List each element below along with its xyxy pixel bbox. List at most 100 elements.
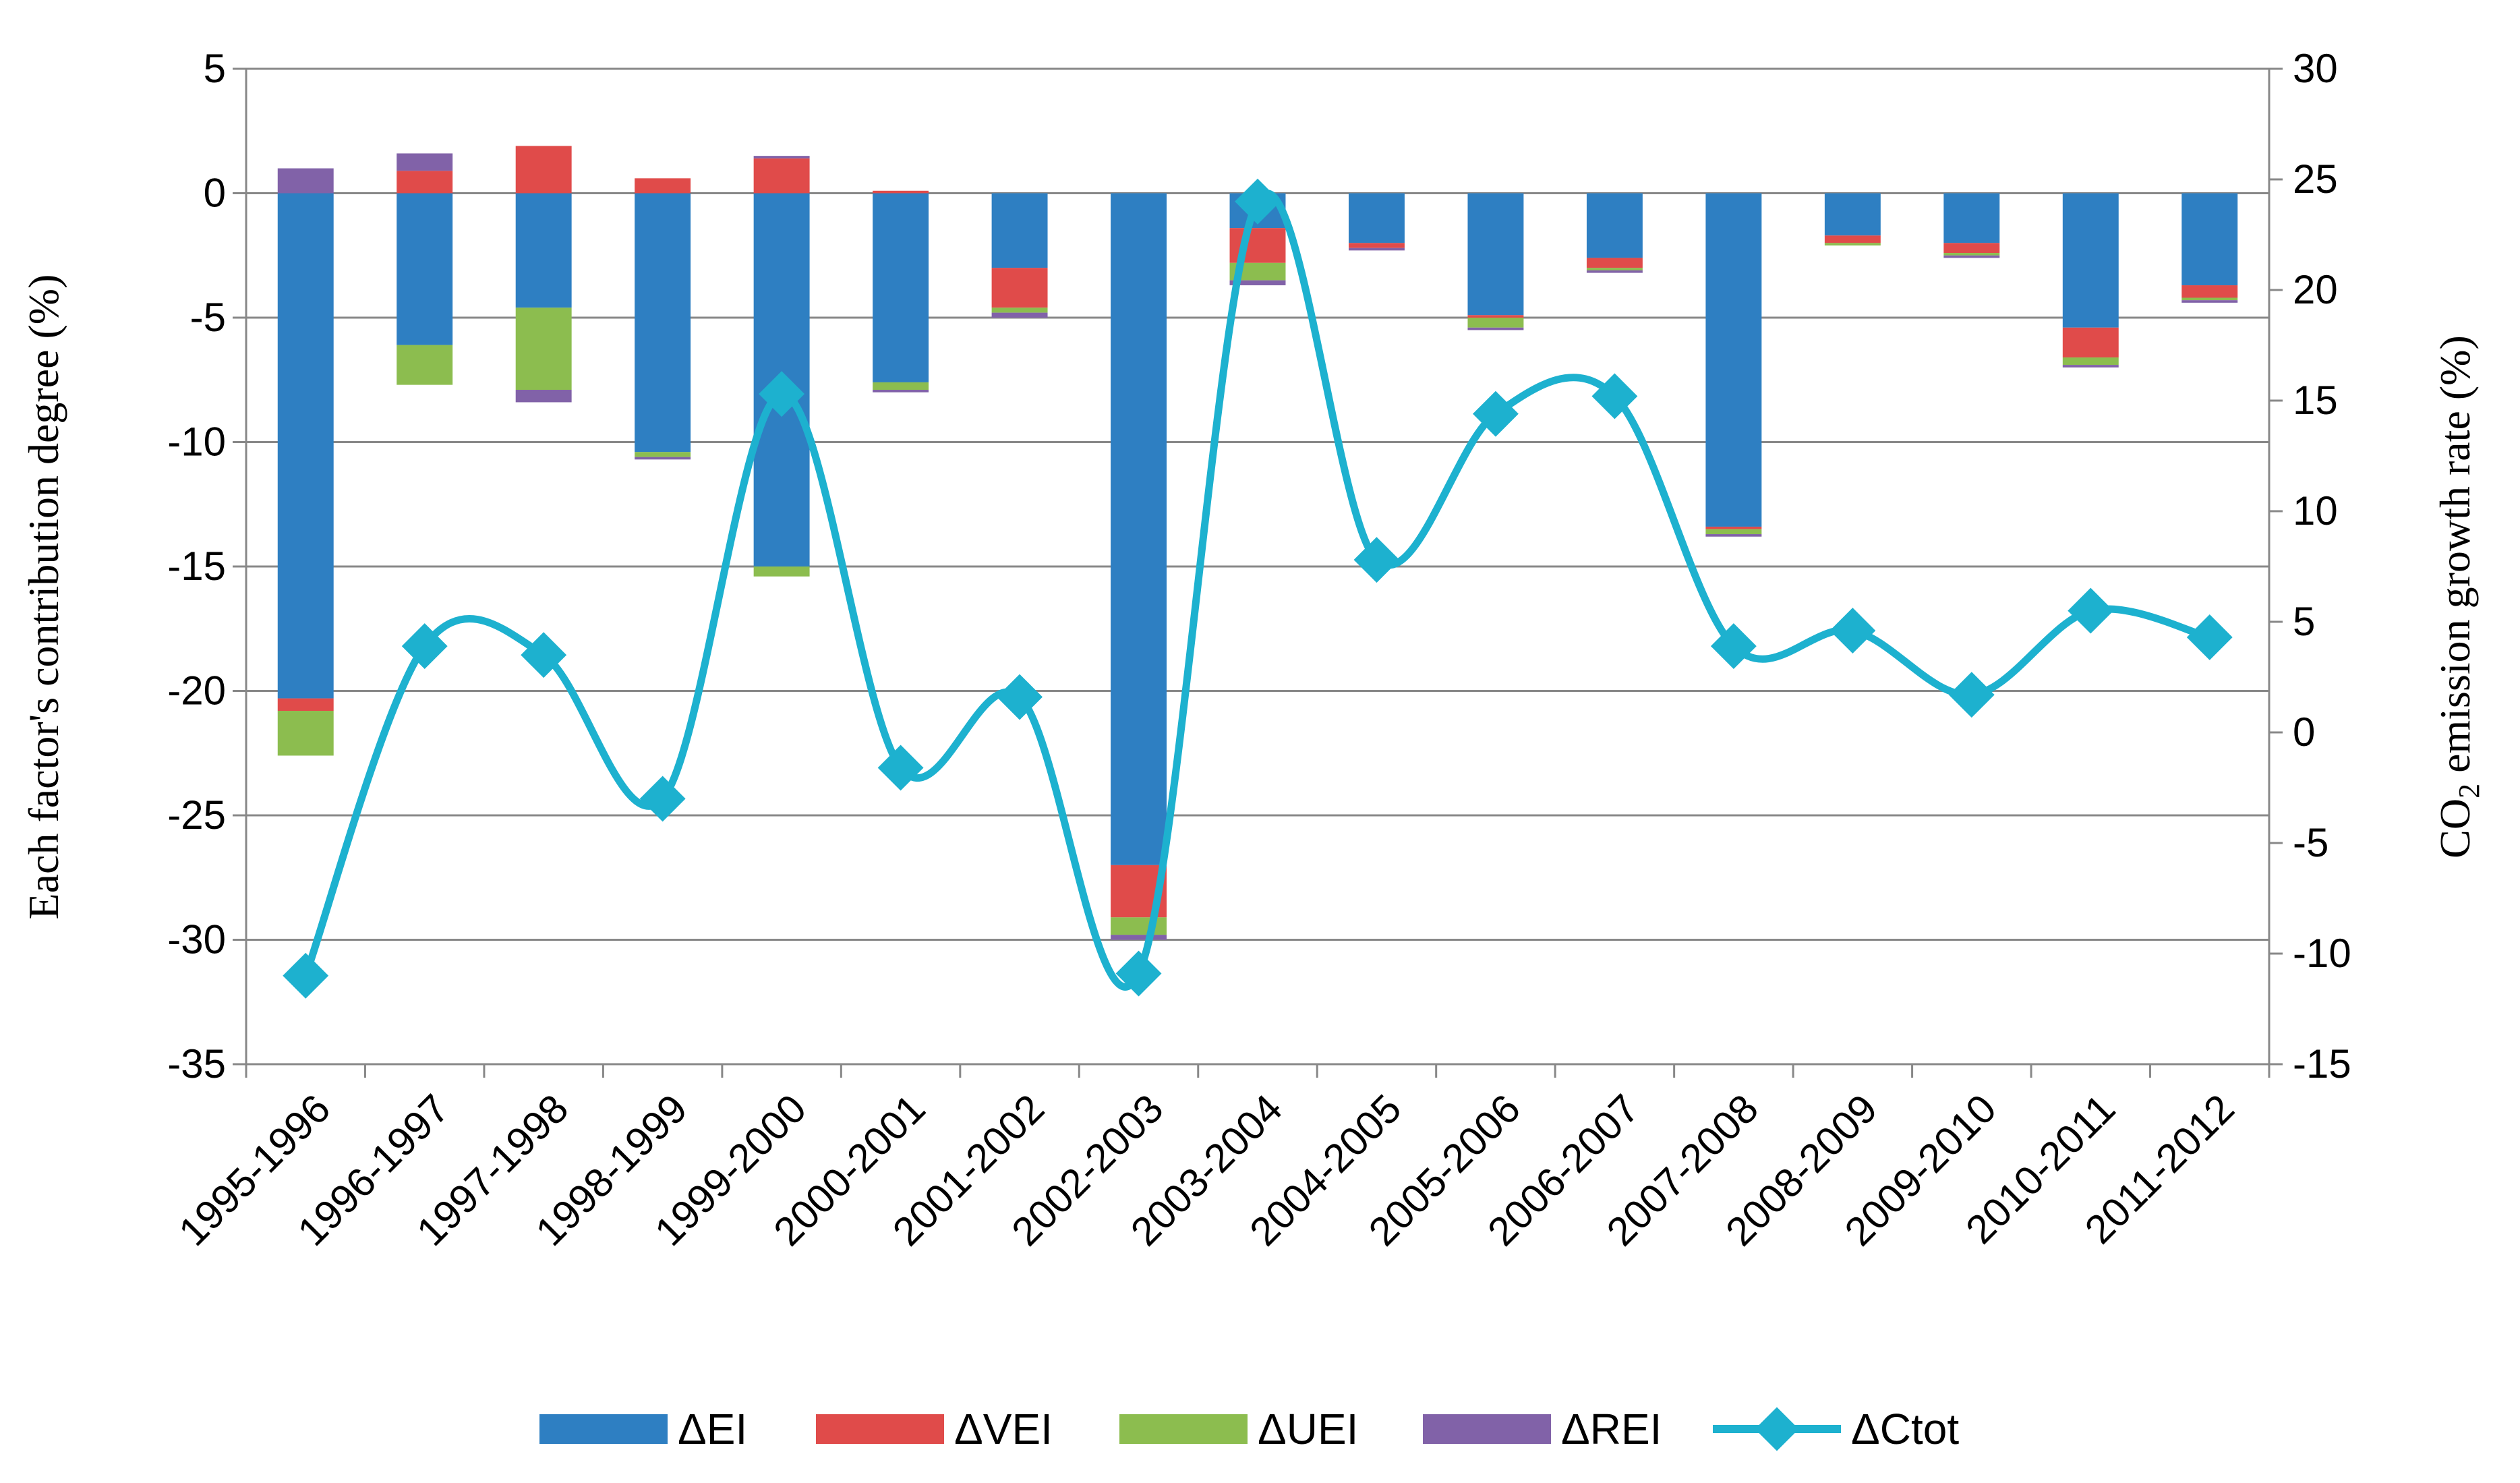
bar-segment	[397, 171, 453, 194]
bar-segment	[1349, 248, 1405, 251]
ctot-marker	[1115, 950, 1162, 997]
y2-tick-label: -15	[2293, 1041, 2351, 1086]
bar-segment	[1467, 327, 1524, 330]
bar-segment	[515, 308, 572, 390]
y2-tick-label: 10	[2293, 488, 2338, 533]
bar-segment	[397, 193, 453, 345]
bar-segment	[2181, 300, 2238, 303]
bar-segment	[1943, 255, 2000, 258]
bar-segment	[1824, 235, 1881, 243]
bar-segment	[873, 390, 929, 392]
y-tick-label: -35	[167, 1041, 226, 1086]
bar-segment	[277, 711, 334, 756]
bar-segment	[277, 698, 334, 711]
bar-segment	[1586, 270, 1643, 273]
bar-segment	[873, 190, 929, 194]
bar-segment	[1943, 253, 2000, 256]
bar-segment	[2181, 297, 2238, 301]
bar-segment	[1586, 258, 1643, 268]
bar-segment	[1824, 193, 1881, 236]
bar-segment	[1111, 935, 1167, 940]
y-tick-label: 0	[204, 171, 226, 216]
bar-segment	[635, 193, 691, 453]
bar-segment	[753, 156, 810, 158]
ctot-marker	[401, 623, 448, 670]
bars	[277, 146, 2238, 940]
bar-segment	[635, 452, 691, 457]
bar-segment	[2062, 193, 2119, 328]
bar-segment	[753, 566, 810, 577]
y2-tick-label: 20	[2293, 267, 2338, 312]
y-tick-label: -25	[167, 792, 226, 838]
ctot-marker	[1591, 373, 1638, 419]
y2-tick-label: 30	[2293, 46, 2338, 91]
ctot-marker	[1235, 178, 1281, 225]
y-tick-label: -5	[190, 295, 226, 340]
bar-segment	[2062, 327, 2119, 358]
y-tick-label: -30	[167, 917, 226, 962]
bar-segment	[515, 193, 572, 308]
bar-segment	[2181, 285, 2238, 298]
bar-segment	[991, 312, 1048, 318]
bar-segment	[1467, 315, 1524, 318]
legend-swatch-rei	[1423, 1414, 1551, 1444]
legend-label-ei: ΔEI	[678, 1405, 747, 1453]
ctot-marker	[1829, 608, 1876, 654]
gridlines	[246, 67, 2269, 1066]
bar-segment	[1349, 243, 1405, 248]
bar-segment	[1705, 193, 1762, 527]
bar-segment	[277, 193, 334, 699]
bar-segment	[991, 193, 1048, 268]
bar-segment	[1229, 280, 1286, 286]
legend: ΔEI ΔVEI ΔUEI ΔREI ΔCtot	[539, 1405, 1959, 1453]
ctot-marker	[2186, 614, 2233, 660]
bar-segment	[1586, 193, 1643, 258]
ctot-marker	[639, 776, 686, 822]
bar-segment	[1943, 193, 2000, 243]
y2-tick-label: -5	[2293, 820, 2328, 865]
bar-segment	[2062, 365, 2119, 368]
bar-segment	[1349, 193, 1405, 243]
y2-tick-label: 25	[2293, 156, 2338, 202]
legend-label-vei: ΔVEI	[954, 1405, 1053, 1453]
ctot-marker	[1710, 623, 1757, 670]
ctot-marker	[997, 674, 1043, 720]
bar-segment	[753, 158, 810, 194]
legend-label-ctot: ΔCtot	[1851, 1405, 1959, 1453]
bar-segment	[991, 268, 1048, 308]
bar-segment	[1705, 526, 1762, 529]
y2-tick-label: 15	[2293, 378, 2338, 423]
bar-segment	[1705, 529, 1762, 535]
y2-tick-label: 0	[2293, 709, 2315, 755]
legend-swatch-uei	[1119, 1414, 1248, 1444]
y-tick-label: -20	[167, 668, 226, 714]
y2-tick-label: 5	[2293, 599, 2315, 644]
y-tick-label: -10	[167, 419, 226, 465]
bar-segment	[1467, 318, 1524, 328]
y2-tick-label: -10	[2293, 931, 2351, 976]
bar-segment	[397, 345, 453, 385]
bar-segment	[991, 308, 1048, 313]
legend-swatch-vei	[816, 1414, 944, 1444]
bar-segment	[635, 457, 691, 460]
ctot-marker	[521, 632, 567, 678]
bar-segment	[1111, 193, 1167, 865]
ctot-marker	[1473, 390, 1519, 437]
bar-segment	[1586, 268, 1643, 270]
legend-label-rei: ΔREI	[1561, 1405, 1662, 1453]
bar-segment	[1705, 534, 1762, 537]
ctot-marker	[1948, 672, 1995, 718]
bar-segment	[1824, 243, 1881, 245]
bar-segment	[873, 193, 929, 382]
legend-label-uei: ΔUEI	[1258, 1405, 1358, 1453]
bar-segment	[2181, 193, 2238, 286]
ctot-marker	[759, 371, 805, 417]
bar-segment	[873, 382, 929, 390]
axes	[233, 67, 2283, 1078]
bar-segment	[277, 168, 334, 194]
legend-swatch-ctot-marker	[1755, 1407, 1799, 1451]
ctot-line	[283, 178, 2233, 999]
bar-segment	[1943, 243, 2000, 254]
